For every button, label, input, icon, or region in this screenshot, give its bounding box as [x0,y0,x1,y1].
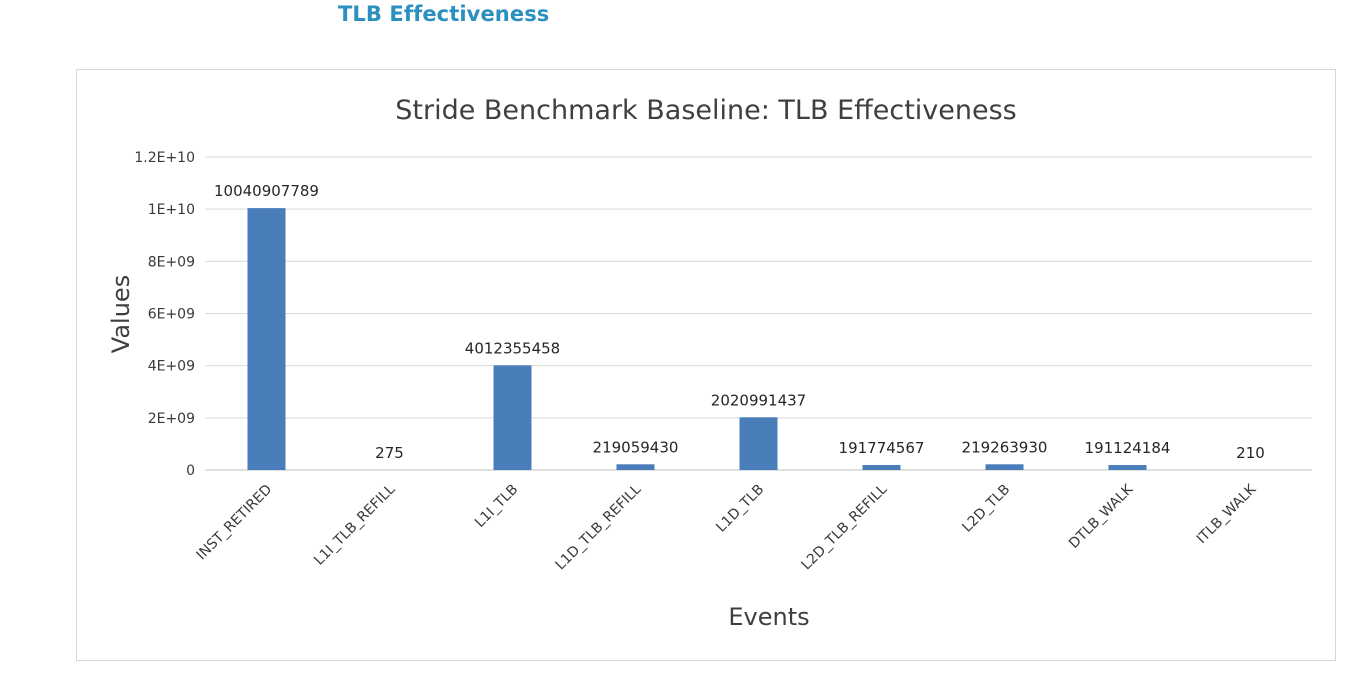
y-tick-label: 1E+10 [148,202,195,218]
y-tick-label: 4E+09 [148,359,195,375]
bar-l2d-tlb [985,464,1024,470]
data-label: 2020991437 [711,391,806,409]
bar-l1d-tlb [739,417,778,470]
data-labels: 10040907789 275 4012355458 219059430 2020991… [214,182,1265,462]
bar-l1d-tlb-refill [616,464,655,470]
x-tick-label: L2D_TLB [959,482,1013,536]
y-tick-label: 1.2E+10 [134,150,195,166]
data-label: 275 [375,444,404,462]
y-axis-ticks: 0 2E+09 4E+09 6E+09 8E+09 1E+10 1.2E+10 [134,150,195,479]
data-label: 219263930 [962,438,1048,456]
bars [247,208,1147,470]
x-tick-label: L1I_TLB_REFILL [311,481,398,568]
chart-title: Stride Benchmark Baseline: TLB Effective… [395,95,1016,126]
data-label: 191774567 [839,439,925,457]
x-tick-label: L1I_TLB [472,482,521,531]
page-heading: TLB Effectiveness [338,2,550,26]
x-tick-label: INST_RETIRED [194,482,276,564]
data-label: 219059430 [593,438,679,456]
bar-inst-retired [247,208,286,470]
y-tick-label: 8E+09 [148,254,195,270]
y-tick-label: 0 [186,463,195,479]
x-tick-label: DTLB_WALK [1066,481,1137,552]
x-tick-label: L1D_TLB [713,482,767,536]
bar-dtlb-walk [1108,465,1147,470]
data-label: 10040907789 [214,182,319,200]
x-tick-label: L1D_TLB_REFILL [553,481,645,573]
y-tick-label: 6E+09 [148,307,195,323]
bar-chart: Stride Benchmark Baseline: TLB Effective… [107,95,1312,631]
data-label: 210 [1236,444,1265,462]
y-tick-label: 2E+09 [148,411,195,427]
y-axis-title: Values [107,275,135,353]
x-axis-ticks: INST_RETIRED L1I_TLB_REFILL L1I_TLB L1D_TLB… [194,481,1260,573]
bar-l2d-tlb-refill [862,464,901,470]
gridlines [205,156,1312,471]
bar-l1i-tlb [493,365,532,470]
data-label: 191124184 [1085,439,1171,457]
chart-container: Stride Benchmark Baseline: TLB Effective… [76,69,1336,661]
x-axis-title: Events [728,603,809,631]
data-label: 4012355458 [465,339,560,357]
x-tick-label: L2D_TLB_REFILL [799,481,891,573]
x-tick-label: ITLB_WALK [1194,481,1260,547]
